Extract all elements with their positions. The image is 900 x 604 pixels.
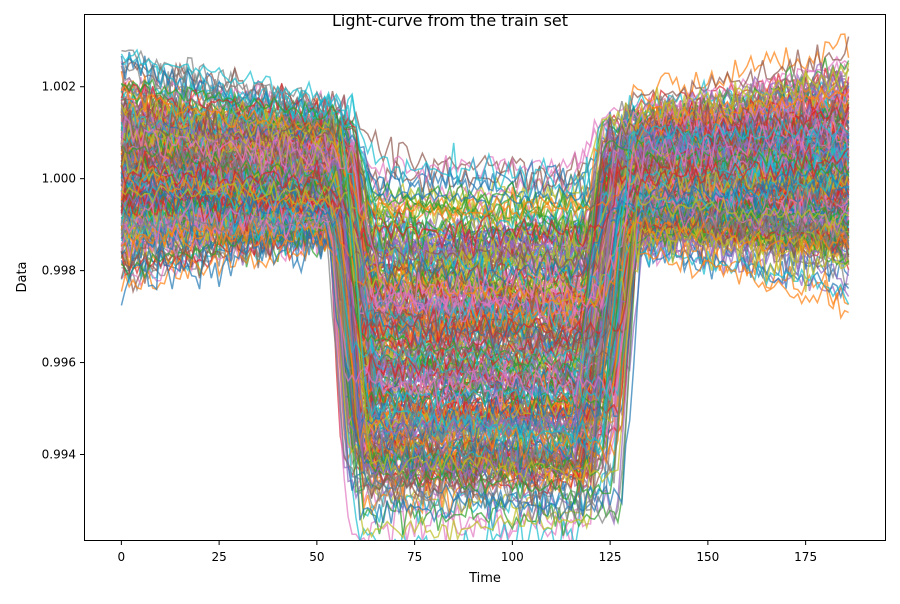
axes-frame — [84, 14, 886, 541]
y-tick-label: 1.002 — [42, 80, 76, 94]
series-line — [120, 83, 850, 222]
series-line — [121, 49, 850, 440]
x-tick-label: 175 — [794, 550, 817, 564]
y-tick-label: 0.994 — [42, 447, 76, 461]
x-tick-label: 100 — [501, 550, 524, 564]
series-line — [120, 141, 850, 484]
series-line — [120, 170, 849, 485]
x-axis: 0 25 50 75 100 125 150 175 — [118, 540, 817, 564]
series-line — [120, 48, 850, 445]
y-tick-label: 0.998 — [42, 264, 76, 278]
series-lines — [120, 33, 850, 540]
series-line — [120, 62, 850, 285]
y-tick-label: 0.996 — [42, 356, 76, 370]
series-line — [120, 139, 849, 275]
series-line — [120, 64, 850, 439]
series-line — [120, 206, 850, 369]
x-tick-label: 125 — [599, 550, 622, 564]
series-line — [120, 111, 850, 316]
series-line — [120, 132, 850, 353]
x-tick-label: 25 — [211, 550, 226, 564]
y-axis-label: Data — [15, 261, 30, 292]
x-axis-label: Time — [468, 571, 501, 586]
series-line — [121, 78, 850, 373]
chart-title: Light-curve from the train set — [332, 11, 568, 30]
series-line — [120, 141, 850, 332]
x-tick-label: 0 — [118, 550, 126, 564]
series-line — [120, 202, 850, 506]
series-line — [120, 64, 850, 314]
series-line — [120, 131, 850, 451]
series-line — [121, 96, 850, 313]
series-line — [120, 152, 849, 310]
x-tick-label: 50 — [309, 550, 324, 564]
series-line — [121, 189, 849, 411]
x-tick-label: 75 — [407, 550, 422, 564]
series-line — [120, 143, 850, 257]
series-line — [120, 138, 850, 505]
y-axis: 0.994 0.996 0.998 1.000 1.002 — [42, 80, 85, 461]
x-tick-label: 150 — [696, 550, 719, 564]
y-tick-label: 1.000 — [42, 172, 76, 186]
